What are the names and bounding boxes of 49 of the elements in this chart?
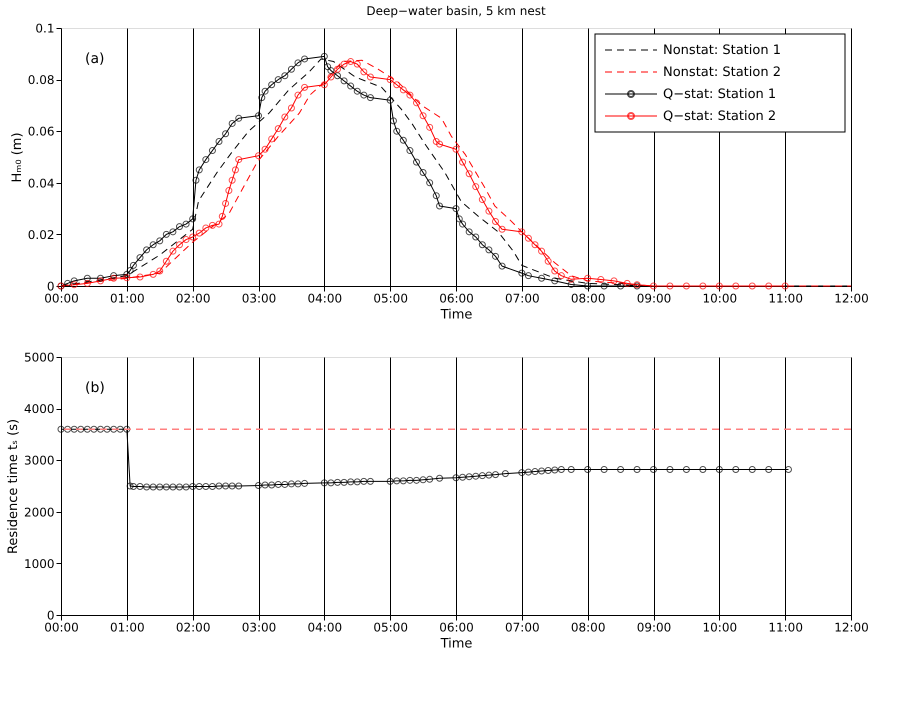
x-tick-label: 04:00 xyxy=(308,292,342,306)
x-tick-label: 10:00 xyxy=(702,620,738,634)
y-tick-label: 0.02 xyxy=(28,228,54,242)
y-tick-label: 0.08 xyxy=(28,73,54,88)
y-tick-label: 3000 xyxy=(24,454,54,468)
annotation: (b) xyxy=(85,380,105,396)
y-tick-label: 0.1 xyxy=(35,22,54,36)
x-axis-title: Time xyxy=(440,636,472,652)
x-tick-label: 05:00 xyxy=(373,620,408,634)
legend-label: Q−stat: Station 2 xyxy=(663,109,776,124)
y-tick-label: 1000 xyxy=(24,556,54,571)
x-tick-label: 08:00 xyxy=(570,620,606,634)
y-tick-label: 0.04 xyxy=(28,176,54,190)
chart-title: Deep−water basin, 5 km nest xyxy=(366,4,546,18)
x-tick-label: 11:00 xyxy=(768,292,803,306)
x-tick-label: 00:00 xyxy=(44,292,79,306)
y-tick-label: 4000 xyxy=(24,402,54,416)
x-tick-label: 02:00 xyxy=(176,292,210,306)
legend-label: Q−stat: Station 1 xyxy=(663,87,776,102)
y-tick-label: 0 xyxy=(46,608,54,622)
y-axis-title: Hₘ₀ (m) xyxy=(10,132,25,183)
x-tick-label: 02:00 xyxy=(176,620,210,634)
y-tick-label: 0 xyxy=(46,280,54,294)
x-tick-label: 08:00 xyxy=(570,292,606,306)
x-tick-label: 01:00 xyxy=(110,292,145,306)
x-tick-label: 06:00 xyxy=(439,620,474,634)
legend-label: Nonstat: Station 2 xyxy=(663,65,781,80)
legend-label: Nonstat: Station 1 xyxy=(663,43,781,58)
y-axis-title: Residence time tₛ (s) xyxy=(6,418,21,554)
y-tick-label: 5000 xyxy=(24,350,54,364)
x-axis-title: Time xyxy=(440,308,472,322)
y-tick-label: 0.06 xyxy=(28,124,54,139)
x-tick-label: 12:00 xyxy=(834,292,869,306)
x-tick-label: 04:00 xyxy=(308,620,342,634)
x-tick-label: 11:00 xyxy=(768,620,803,634)
x-tick-label: 01:00 xyxy=(110,620,145,634)
x-tick-label: 05:00 xyxy=(373,292,408,306)
x-tick-label: 07:00 xyxy=(505,620,540,634)
x-tick-label: 03:00 xyxy=(242,620,276,634)
annotation: (a) xyxy=(85,51,105,67)
x-tick-label: 09:00 xyxy=(636,292,672,306)
x-tick-label: 06:00 xyxy=(439,292,474,306)
y-tick-label: 2000 xyxy=(24,505,54,520)
x-tick-label: 10:00 xyxy=(702,292,738,306)
x-tick-label: 12:00 xyxy=(834,620,869,634)
x-tick-label: 00:00 xyxy=(44,620,79,634)
x-tick-label: 09:00 xyxy=(636,620,672,634)
x-tick-label: 03:00 xyxy=(242,292,276,306)
x-tick-label: 07:00 xyxy=(505,292,540,306)
